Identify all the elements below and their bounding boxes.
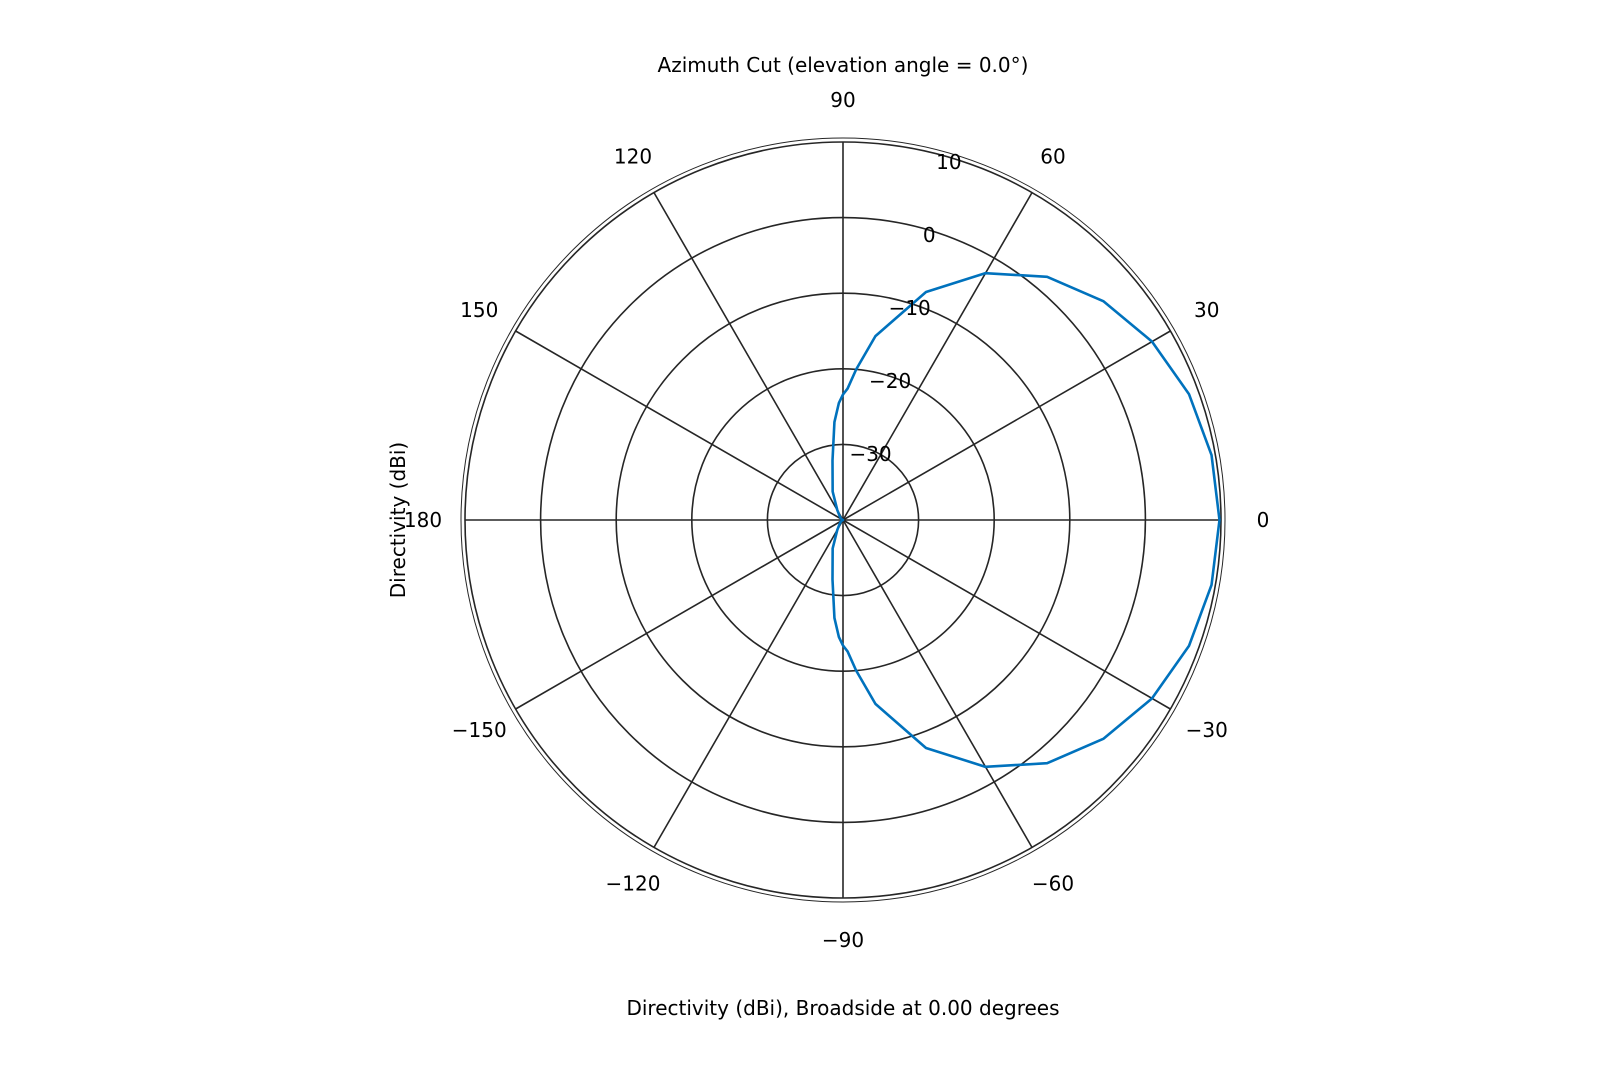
angle-tick-label: 60 (1040, 144, 1065, 168)
grid-spoke (842, 330, 1171, 521)
angle-tick-label: −90 (822, 928, 864, 952)
radial-tick-label: −20 (869, 369, 911, 393)
radial-tick-label: 0 (923, 223, 936, 247)
series-line (831, 271, 1221, 769)
outer-ring (460, 137, 1226, 903)
grid-spoke (653, 192, 844, 521)
polar-grid (460, 137, 1226, 903)
angle-tick-label: 0 (1257, 508, 1270, 532)
radial-tick-label: −30 (849, 442, 891, 466)
grid-spoke (842, 192, 1033, 521)
grid-spoke (515, 519, 844, 710)
grid-spoke (515, 330, 844, 521)
angle-tick-label: −60 (1032, 872, 1074, 896)
series-layer (831, 271, 1221, 769)
chart-title: Azimuth Cut (elevation angle = 0.0°) (658, 53, 1029, 77)
angle-tick-label: −120 (606, 872, 661, 896)
radial-tick-label: −10 (889, 296, 931, 320)
angle-tick-label: 180 (404, 508, 442, 532)
angle-tick-label: 150 (460, 298, 498, 322)
grid-spoke (842, 519, 1171, 710)
angle-tick-label: 90 (830, 88, 855, 112)
tick-labels: 0 30 60 90 120 150 180 −150 −120 −90 −60 −30 −30 −20 −… (404, 88, 1269, 952)
y-axis-label: Directivity (dBi) (386, 442, 410, 598)
x-axis-label: Directivity (dBi), Broadside at 0.00 deg… (626, 996, 1059, 1020)
grid-spoke (653, 519, 844, 848)
angle-tick-label: −30 (1186, 718, 1228, 742)
grid-spoke (842, 519, 1033, 848)
angle-tick-label: 120 (614, 144, 652, 168)
angle-tick-label: 30 (1194, 298, 1219, 322)
angle-tick-label: −150 (452, 718, 507, 742)
radial-tick-label: 10 (936, 150, 961, 174)
